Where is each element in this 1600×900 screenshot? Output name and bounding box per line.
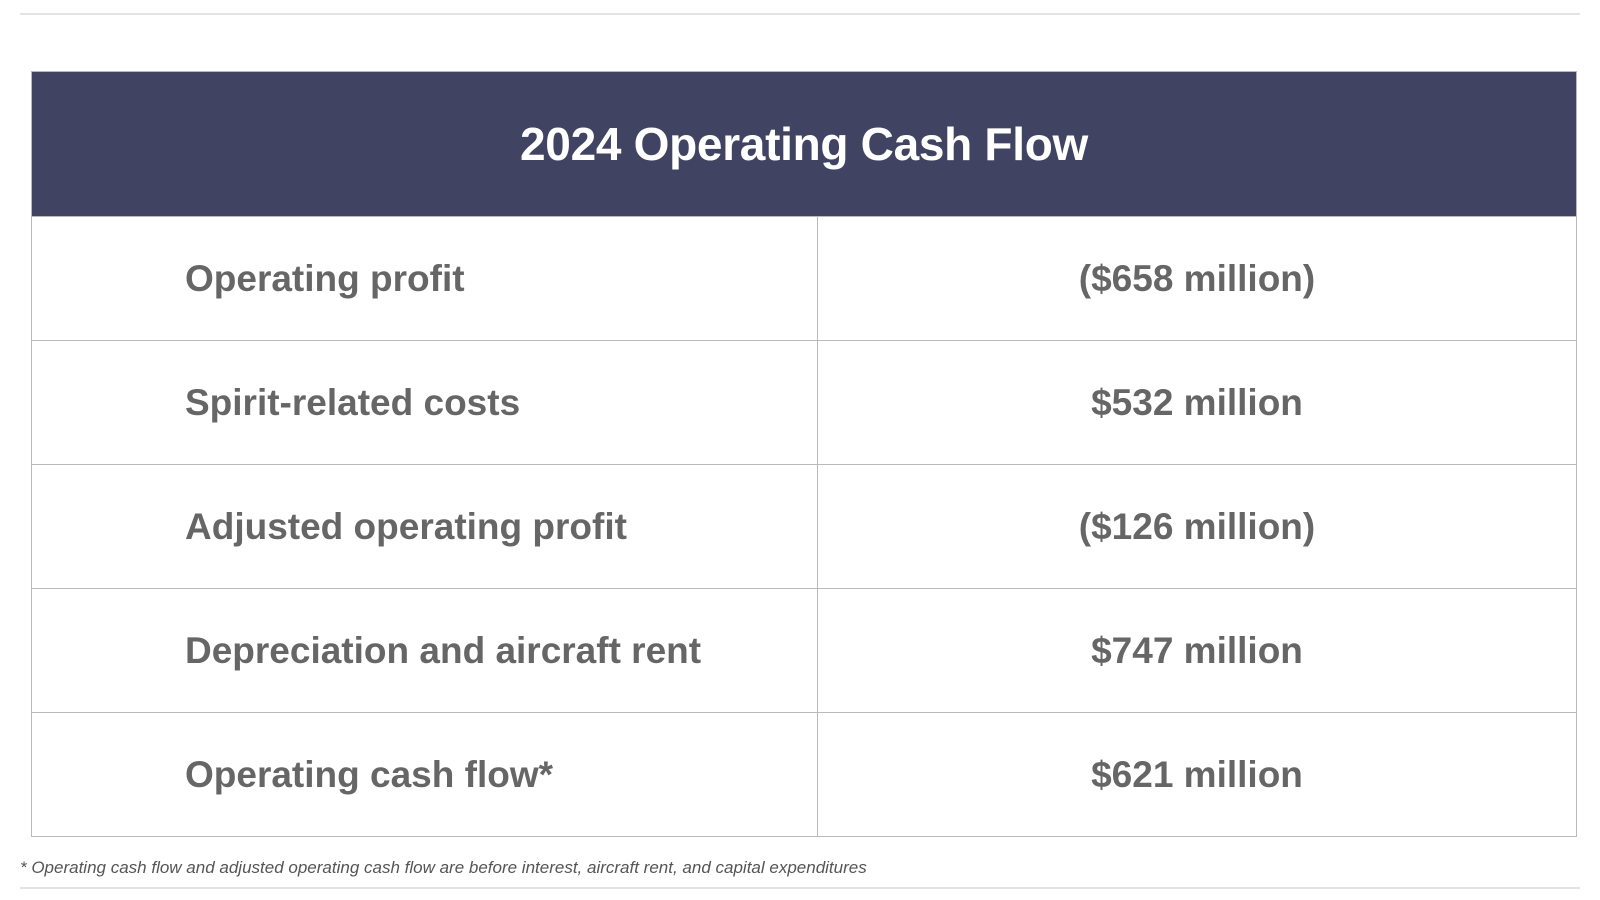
row-label: Adjusted operating profit [32, 465, 818, 588]
row-value: $532 million [1091, 381, 1303, 423]
row-value: $621 million [1091, 753, 1303, 795]
table-row: Operating cash flow* $621 million [32, 712, 1576, 836]
table-row: Operating profit ($658 million) [32, 216, 1576, 340]
row-label: Depreciation and aircraft rent [32, 589, 818, 712]
table-title: 2024 Operating Cash Flow [32, 72, 1576, 216]
row-label: Operating profit [32, 217, 818, 340]
row-label: Spirit-related costs [32, 341, 818, 464]
row-value: ($658 million) [1078, 257, 1316, 299]
row-value: ($126 million) [1078, 505, 1316, 547]
table-row: Adjusted operating profit ($126 million) [32, 464, 1576, 588]
top-divider [20, 13, 1580, 15]
row-label: Operating cash flow* [32, 713, 818, 836]
row-value: $747 million [1091, 629, 1303, 671]
cash-flow-table: 2024 Operating Cash Flow Operating profi… [31, 71, 1577, 837]
bottom-divider [20, 887, 1580, 889]
table-row: Spirit-related costs $532 million [32, 340, 1576, 464]
table-row: Depreciation and aircraft rent $747 mill… [32, 588, 1576, 712]
footnote: * Operating cash flow and adjusted opera… [20, 858, 867, 877]
